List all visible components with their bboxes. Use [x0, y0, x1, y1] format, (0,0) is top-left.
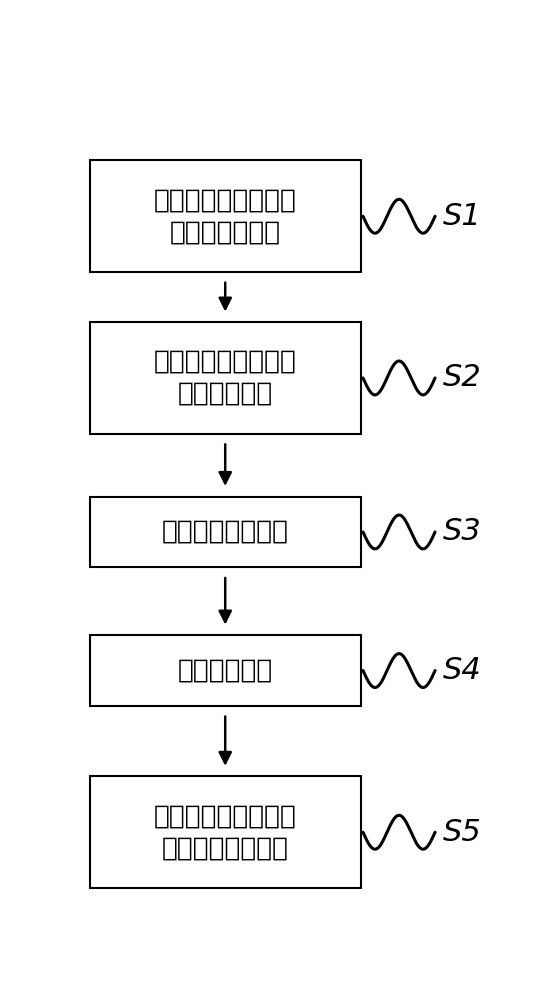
Text: 测量补偿后的晶体振
荡器频率温度特性: 测量补偿后的晶体振 荡器频率温度特性 [154, 803, 296, 861]
Text: 测量参考热敏电阻的
电阻温度特性: 测量参考热敏电阻的 电阻温度特性 [154, 349, 296, 407]
Text: 组建温补网络: 组建温补网络 [178, 658, 273, 684]
Bar [90, 160, 361, 272]
Bar [90, 635, 361, 706]
Bar [90, 322, 361, 434]
Bar [90, 497, 361, 567]
Text: S3: S3 [443, 517, 482, 546]
Text: S5: S5 [443, 818, 482, 847]
Text: 测量标准的晶体振荡
器电压温度曲线: 测量标准的晶体振荡 器电压温度曲线 [154, 187, 296, 245]
Text: 优化温补网络参数: 优化温补网络参数 [162, 519, 289, 545]
Text: S2: S2 [443, 363, 482, 392]
Bar [90, 776, 361, 888]
Text: S1: S1 [443, 202, 482, 231]
Text: S4: S4 [443, 656, 482, 685]
